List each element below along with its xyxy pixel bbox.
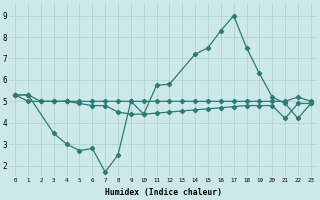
X-axis label: Humidex (Indice chaleur): Humidex (Indice chaleur) — [105, 188, 221, 197]
